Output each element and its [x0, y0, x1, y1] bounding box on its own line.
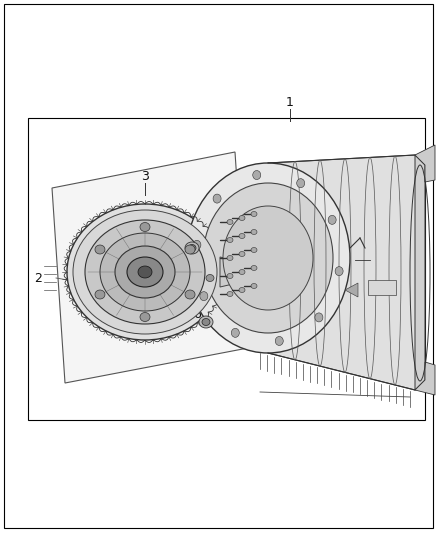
Ellipse shape: [239, 233, 245, 238]
Ellipse shape: [251, 230, 257, 235]
Text: 7: 7: [228, 204, 236, 216]
Ellipse shape: [335, 266, 343, 276]
Ellipse shape: [185, 290, 195, 299]
Ellipse shape: [315, 313, 323, 322]
Ellipse shape: [239, 215, 245, 221]
Bar: [368, 280, 396, 295]
Ellipse shape: [251, 284, 257, 288]
Ellipse shape: [203, 183, 333, 333]
Ellipse shape: [227, 273, 233, 279]
Polygon shape: [415, 145, 435, 182]
Ellipse shape: [199, 316, 213, 328]
Text: 5: 5: [196, 265, 204, 279]
Polygon shape: [415, 362, 435, 395]
Text: 2: 2: [34, 271, 42, 285]
Ellipse shape: [253, 171, 261, 180]
Text: 4: 4: [180, 228, 188, 240]
Ellipse shape: [95, 290, 105, 299]
Polygon shape: [52, 152, 248, 383]
Ellipse shape: [95, 245, 105, 254]
Ellipse shape: [251, 212, 257, 216]
Ellipse shape: [185, 245, 195, 254]
Ellipse shape: [223, 206, 313, 310]
Ellipse shape: [185, 242, 199, 254]
Ellipse shape: [227, 255, 233, 261]
Ellipse shape: [251, 247, 257, 253]
Ellipse shape: [85, 220, 205, 324]
Ellipse shape: [140, 222, 150, 231]
Text: 6: 6: [193, 308, 201, 320]
Ellipse shape: [127, 257, 163, 287]
Ellipse shape: [115, 246, 175, 298]
Ellipse shape: [275, 336, 283, 345]
Ellipse shape: [200, 292, 208, 301]
Ellipse shape: [140, 312, 150, 321]
Ellipse shape: [100, 233, 190, 311]
Ellipse shape: [67, 204, 223, 340]
Polygon shape: [415, 155, 425, 390]
Ellipse shape: [213, 194, 221, 203]
Ellipse shape: [202, 319, 210, 326]
Polygon shape: [345, 283, 358, 297]
Bar: [28, 118, 425, 420]
Polygon shape: [220, 257, 233, 287]
Ellipse shape: [227, 220, 233, 224]
Ellipse shape: [251, 265, 257, 271]
Ellipse shape: [297, 179, 305, 188]
Ellipse shape: [227, 292, 233, 296]
Ellipse shape: [239, 252, 245, 256]
Text: 1: 1: [286, 96, 294, 109]
Ellipse shape: [138, 266, 152, 278]
Ellipse shape: [73, 210, 217, 334]
Ellipse shape: [328, 215, 336, 224]
Ellipse shape: [231, 328, 239, 337]
Polygon shape: [268, 155, 425, 390]
Ellipse shape: [239, 287, 245, 293]
Text: 3: 3: [141, 169, 149, 182]
Ellipse shape: [193, 240, 201, 249]
Ellipse shape: [239, 270, 245, 274]
Ellipse shape: [186, 163, 350, 353]
Ellipse shape: [188, 245, 196, 252]
Ellipse shape: [206, 274, 214, 281]
Ellipse shape: [227, 238, 233, 243]
